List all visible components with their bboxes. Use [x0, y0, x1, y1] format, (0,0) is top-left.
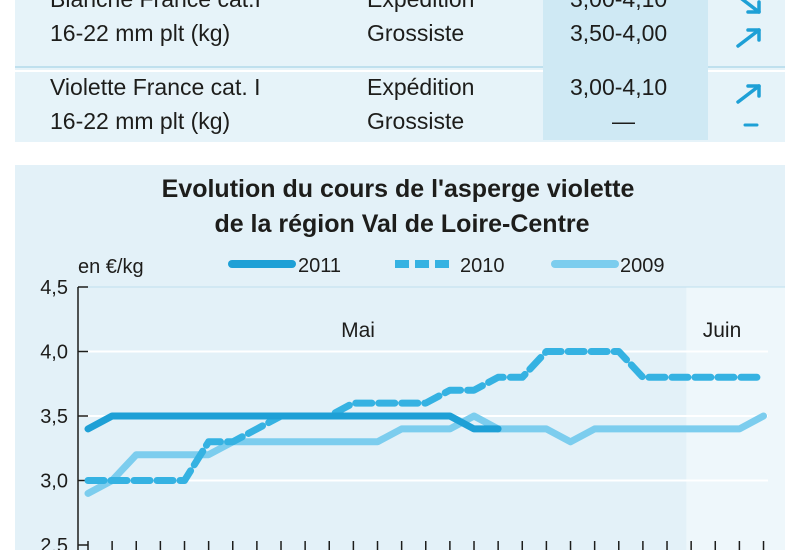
y-tick-label: 4,0	[40, 342, 68, 364]
month-label-juin: Juin	[703, 319, 742, 342]
juin-region	[686, 287, 785, 550]
product-name: Blanche France cat.I	[50, 0, 261, 16]
price-column	[543, 0, 708, 140]
y-axis-label: en €/kg	[78, 256, 144, 278]
chart-title-line2: de la région Val de Loire-Centre	[214, 210, 589, 238]
y-tick-label: 3,5	[40, 406, 68, 428]
legend: 2011 2010 2009	[228, 255, 665, 277]
series-lines	[84, 348, 767, 497]
market-stage: Expédition	[367, 74, 475, 100]
y-tick-label: 3,0	[40, 471, 68, 493]
market-stage: Grossiste	[367, 20, 465, 46]
series-line-2011	[84, 412, 502, 433]
legend-label-2011: 2011	[298, 255, 341, 277]
price-range: 3,00-4,10	[570, 74, 668, 100]
product-name: Violette France cat. I	[50, 74, 261, 100]
y-tick-label: 2,5	[40, 535, 68, 550]
market-stage: Expédition	[367, 0, 474, 16]
chart-title-line1: Evolution du cours de l'asperge violette	[162, 175, 635, 203]
trend-up-icon	[736, 28, 761, 48]
series-line-2010	[84, 348, 767, 484]
product-spec: 16-22 mm plt (kg)	[50, 20, 231, 46]
trend-down-icon	[740, 0, 761, 14]
price-range: 3,00-4,10	[570, 0, 667, 16]
price-range: 3,50-4,00	[570, 20, 668, 46]
legend-label-2009: 2009	[620, 255, 665, 277]
series-line-2009	[84, 412, 767, 497]
table-row: Blanche France cat.I 16-22 mm plt (kg) E…	[0, 0, 800, 52]
table-row: Violette France cat. I 16-22 mm plt (kg)…	[0, 70, 800, 140]
x-axis	[87, 541, 765, 550]
price-table: Blanche France cat.I 16-22 mm plt (kg) E…	[0, 0, 800, 150]
legend-label-2010: 2010	[460, 255, 505, 277]
chart-panel	[15, 165, 785, 550]
market-stage: Grossiste	[367, 108, 465, 134]
month-label-mai: Mai	[341, 319, 375, 342]
row-divider	[15, 66, 785, 68]
y-tick-label: 4,5	[40, 277, 68, 299]
product-spec: 16-22 mm plt (kg)	[50, 108, 231, 134]
trend-up-icon	[736, 84, 761, 104]
y-axis: 4,5 4,0 3,5 3,0 2,5	[40, 277, 88, 550]
trend-flat-icon	[743, 123, 759, 127]
price-range: —	[612, 108, 635, 134]
